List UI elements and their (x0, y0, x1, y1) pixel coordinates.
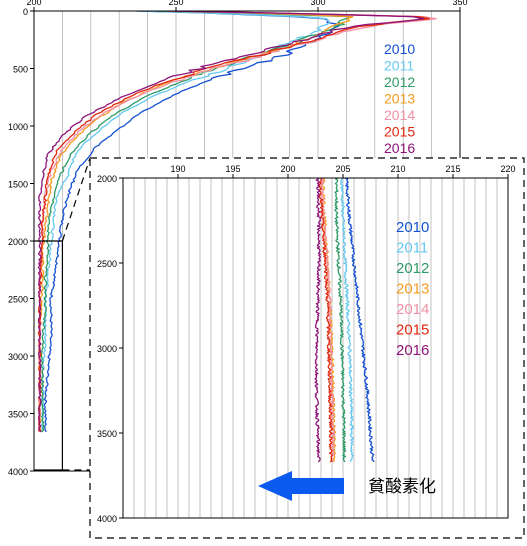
deoxygenation-label: 貧酸素化 (368, 477, 436, 496)
main-y-tick-label: 4000 (8, 467, 28, 477)
inset-y-tick-label: 2500 (97, 259, 117, 269)
inset-series-line-2011 (339, 178, 354, 463)
main-x-tick-label: 300 (310, 0, 325, 7)
main-legend-entry-2015: 2015 (384, 124, 415, 140)
inset-x-tick-label: 210 (390, 164, 405, 174)
main-x-tick-label: 350 (452, 0, 467, 7)
main-series-lines (37, 11, 437, 433)
inset-legend-entry-2010: 2010 (396, 219, 429, 236)
zoom-connector-top (61, 157, 91, 242)
main-legend-entry-2016: 2016 (384, 140, 415, 156)
inset-y-tick-label: 3500 (97, 429, 117, 439)
main-legend-entry-2014: 2014 (384, 107, 415, 123)
inset-series-line-2010 (344, 178, 375, 463)
main-legend-entry-2013: 2013 (384, 91, 415, 107)
main-y-tick-label: 0 (23, 7, 28, 17)
inset-legend-entry-2012: 2012 (396, 260, 429, 277)
main-legend-entry-2010: 2010 (384, 41, 415, 57)
main-y-tick-label: 500 (13, 65, 28, 75)
main-x-tick-label: 200 (26, 0, 41, 7)
main-series-line-2010 (43, 11, 341, 433)
inset-x-tick-label: 200 (280, 164, 295, 174)
main-y-tick-label: 1000 (8, 122, 28, 132)
inset-legend-entry-2015: 2015 (396, 322, 429, 339)
main-y-tick-label: 1500 (8, 180, 28, 190)
inset-series-line-2012 (334, 178, 347, 463)
inset-legend-entry-2011: 2011 (396, 240, 428, 257)
deoxygenation-annotation: 貧酸素化 (258, 471, 436, 501)
inset-series-line-2014 (320, 178, 336, 463)
inset-x-tick-label: 220 (500, 164, 515, 174)
inset-legend-entry-2016: 2016 (396, 342, 429, 359)
main-y-tick-label: 3000 (8, 352, 28, 362)
main-series-line-2011 (40, 11, 331, 432)
inset-series-lines (314, 178, 375, 463)
inset-series-line-2016 (314, 178, 321, 463)
inset-legend-entry-2013: 2013 (396, 281, 429, 298)
inset-x-tick-label: 195 (225, 164, 240, 174)
inset-x-tick-label: 190 (170, 164, 185, 174)
zoom-region-marker (34, 157, 91, 471)
inset-x-tick-label: 205 (335, 164, 350, 174)
inset-tick-labels: 190 195 200 205 210 215 220 2000 2500 3000 3500 400… (97, 164, 516, 524)
left-arrow-icon (258, 471, 344, 501)
main-y-tick-label: 2500 (8, 295, 28, 305)
main-series-line-2016 (37, 11, 425, 433)
main-y-tick-label: 2000 (8, 237, 28, 247)
inset-grid (133, 178, 498, 518)
main-legend-entry-2012: 2012 (384, 74, 415, 90)
main-x-tick-label: 250 (168, 0, 183, 7)
main-tick-labels: 200 250 300 3500500100015002000250030003500… (8, 0, 468, 477)
main-series-line-2012 (40, 11, 353, 433)
inset-legend: 2010 2011 2012 2013 2014 2015 2016 (396, 219, 429, 359)
inset-y-tick-label: 2000 (97, 174, 117, 184)
inset-background (89, 157, 525, 539)
main-y-tick-label: 3500 (8, 410, 28, 420)
main-legend-entry-2011: 2011 (384, 58, 414, 74)
inset-y-tick-label: 4000 (97, 514, 117, 524)
inset-x-tick-label: 215 (445, 164, 460, 174)
inset-y-tick-label: 3000 (97, 344, 117, 354)
inset-legend-entry-2014: 2014 (396, 301, 429, 318)
inset-series-line-2015 (318, 178, 334, 463)
